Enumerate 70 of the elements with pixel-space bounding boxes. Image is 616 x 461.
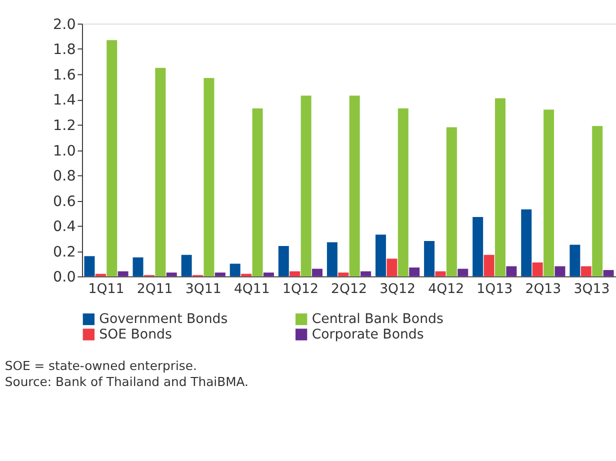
y-tick-label: 0.4 [53,219,76,236]
y-tick-label: 1.0 [53,143,76,160]
y-tick-label: 0.8 [53,168,76,185]
bar [580,266,592,276]
bar [252,108,263,276]
bar [544,110,554,276]
legend-label: Government Bonds [99,312,228,328]
x-tick-label: 4Q11 [234,282,270,298]
x-tick-label: 2Q13 [525,282,562,298]
bar [409,268,420,276]
y-tick-label: 1.4 [53,92,76,109]
bar [290,271,300,276]
legend-label: Corporate Bonds [312,327,424,342]
bar [376,234,386,276]
x-tick-label: 1Q13 [476,282,513,298]
bar [349,96,360,276]
legend-label: SOE Bonds [99,327,172,342]
bar [155,68,166,276]
x-tick-label: 3Q13 [574,282,610,298]
x-tick-label: 4Q12 [428,282,464,298]
source-note: Source: Bank of Thailand and ThaiBMA. [4,374,248,390]
bar [506,266,517,276]
y-tick-label: 2.0 [53,16,76,33]
bar [360,271,372,276]
bar [278,246,289,276]
x-tick-label: 1Q12 [282,282,318,298]
y-tick-label: 1.8 [53,42,76,58]
bar [263,272,274,276]
bar [446,127,457,276]
y-tick-label: 0.6 [53,194,76,210]
bar [472,216,484,276]
text: SOE = state-owned enterprise. [4,358,197,373]
y-tick-label: 0.0 [53,270,76,286]
x-tick-label: 3Q11 [185,282,222,298]
bar [398,108,408,276]
bar [592,126,603,276]
bar [570,244,580,276]
bar [338,272,349,276]
x-tick-label: 2Q11 [136,282,173,298]
bar [326,242,338,276]
bar [181,254,192,276]
bar [106,40,118,276]
bar [554,266,566,276]
x-tick-label: 2Q12 [331,282,367,298]
bar [484,254,494,276]
bar [300,96,312,276]
bar [118,271,128,276]
bar [241,274,252,276]
bar [132,257,144,276]
bar [424,240,435,276]
bar [230,264,240,276]
bar [95,274,106,276]
bar [494,98,506,276]
bar [312,268,323,276]
bar [532,262,543,276]
bar [214,272,226,276]
x-tick-label: 3Q12 [380,282,416,298]
bar [458,268,468,276]
bar [204,78,214,276]
bar [603,270,614,276]
x-tick-label: 1Q11 [88,282,124,298]
bar [435,271,446,276]
y-tick-label: 1.6 [53,67,76,84]
bar [84,256,95,276]
y-tick-label: 1.2 [53,118,76,134]
y-tick-label: 0.2 [53,244,76,260]
legend-label: Central Bank Bonds [312,312,444,328]
bar [386,258,398,276]
bar [521,209,532,276]
bar [166,272,177,276]
